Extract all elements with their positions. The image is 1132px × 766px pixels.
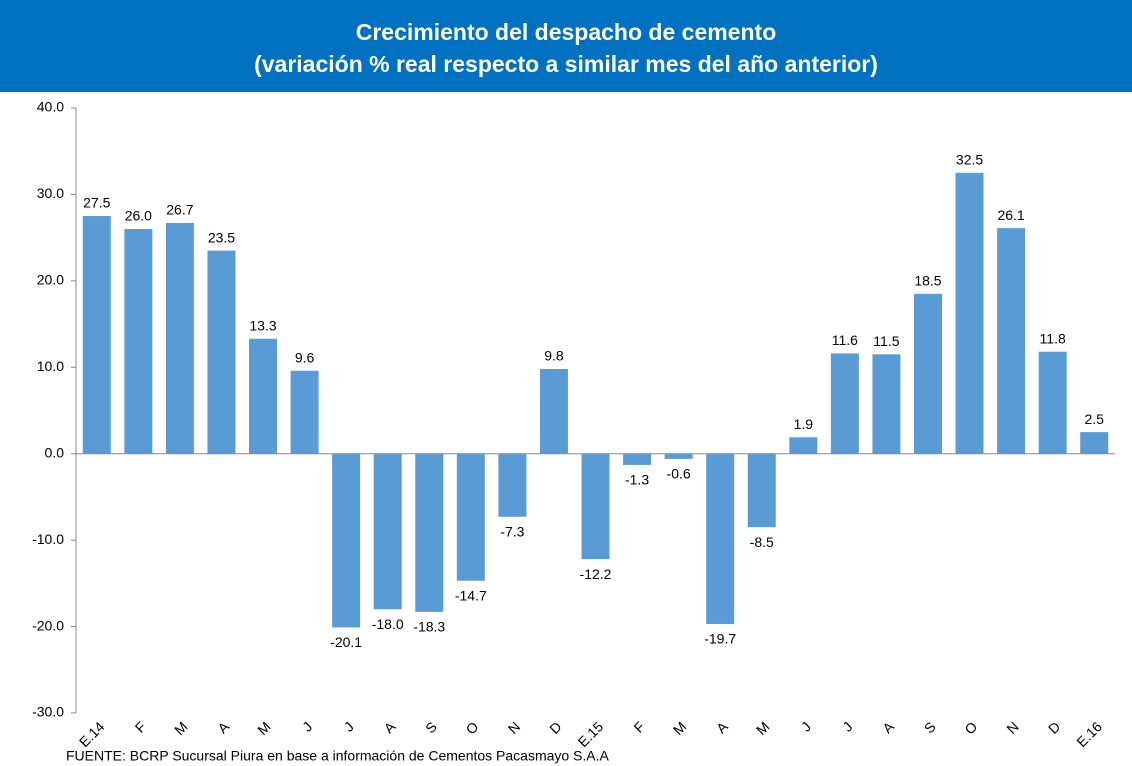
x-tick-label: N: [1003, 718, 1021, 736]
value-label: -20.1: [330, 634, 362, 650]
value-label: -7.3: [500, 524, 524, 540]
y-tick-label: -20.0: [32, 617, 64, 633]
y-tick-label: -10.0: [32, 531, 64, 547]
value-label: -1.3: [625, 472, 649, 488]
value-label: -0.6: [667, 466, 691, 482]
x-tick-label: E.14: [76, 718, 108, 750]
source-note: FUENTE: BCRP Sucursal Piura en base a in…: [66, 748, 610, 764]
value-label: 11.5: [873, 333, 899, 349]
x-tick-label: A: [381, 718, 399, 736]
x-tick-label: N: [505, 718, 523, 736]
value-label: -18.0: [372, 616, 404, 632]
bar: [415, 453, 444, 612]
bar: [664, 453, 693, 459]
x-tick-label: M: [254, 718, 274, 738]
bar: [124, 229, 153, 454]
x-tick-label: A: [713, 718, 731, 736]
x-tick-label: F: [630, 718, 647, 735]
bar: [539, 369, 568, 454]
bar: [997, 228, 1026, 454]
x-tick-label: O: [463, 718, 482, 737]
x-tick-label: E.16: [1073, 718, 1105, 750]
chart-subtitle: (variación % real respecto a similar mes…: [254, 51, 878, 77]
x-tick-label: A: [879, 718, 897, 736]
bar: [456, 453, 485, 581]
value-label: 9.8: [544, 348, 564, 364]
x-tick-label: S: [921, 718, 939, 736]
x-tick-label: J: [839, 718, 855, 734]
bar: [955, 172, 984, 454]
bar: [332, 453, 361, 628]
value-label: 26.1: [997, 207, 1024, 223]
x-tick-label: E.15: [575, 718, 607, 750]
value-label: 2.5: [1084, 411, 1104, 427]
x-tick-label: M: [171, 718, 191, 738]
value-label: 23.5: [208, 229, 235, 245]
value-label: -19.7: [704, 631, 736, 647]
value-label: 27.5: [83, 195, 110, 211]
value-label: 18.5: [914, 273, 941, 289]
x-tick-label: S: [422, 718, 440, 736]
bar: [82, 216, 111, 454]
value-label: 13.3: [249, 317, 276, 333]
bar: [830, 353, 859, 454]
bar: [373, 453, 402, 610]
y-tick-label: 0.0: [45, 444, 65, 460]
chart-title: Crecimiento del despacho de cemento: [356, 19, 777, 45]
bar: [747, 453, 776, 528]
bar: [249, 338, 278, 454]
y-tick-label: 10.0: [37, 358, 64, 374]
value-label: -18.3: [413, 619, 445, 635]
value-label: 26.7: [166, 202, 193, 218]
value-label: -14.7: [455, 587, 487, 603]
y-tick-label: 30.0: [37, 185, 64, 201]
value-label: 11.8: [1040, 330, 1066, 346]
header-band: [0, 0, 1132, 92]
bar: [706, 453, 735, 624]
bar: [207, 250, 236, 454]
bar: [165, 222, 194, 454]
x-tick-label: D: [1045, 718, 1063, 736]
x-tick-label: M: [670, 718, 690, 738]
x-tick-label: M: [753, 718, 773, 738]
x-tick-label: J: [341, 718, 357, 734]
value-label: -12.2: [580, 566, 612, 582]
bar: [913, 293, 942, 454]
bar: [290, 370, 319, 454]
x-tick-label: D: [546, 718, 564, 736]
x-tick-label: J: [299, 718, 315, 734]
bar: [1080, 432, 1109, 454]
y-tick-label: 40.0: [37, 99, 64, 115]
x-tick-label: O: [961, 718, 980, 737]
value-label: 9.6: [295, 349, 315, 365]
x-tick-label: F: [132, 718, 149, 735]
y-tick-label: -30.0: [32, 704, 64, 720]
y-tick-label: 20.0: [37, 272, 64, 288]
x-tick-label: A: [214, 718, 232, 736]
value-label: -8.5: [750, 534, 774, 550]
value-label: 11.6: [832, 332, 858, 348]
bar: [623, 453, 652, 465]
bar: [1038, 351, 1067, 454]
value-label: 1.9: [794, 416, 814, 432]
value-label: 32.5: [956, 152, 983, 168]
value-label: 26.0: [125, 208, 152, 224]
bar: [581, 453, 610, 560]
bar: [498, 453, 527, 517]
x-tick-label: J: [798, 718, 814, 734]
bar: [872, 354, 901, 454]
bar: [789, 437, 818, 454]
